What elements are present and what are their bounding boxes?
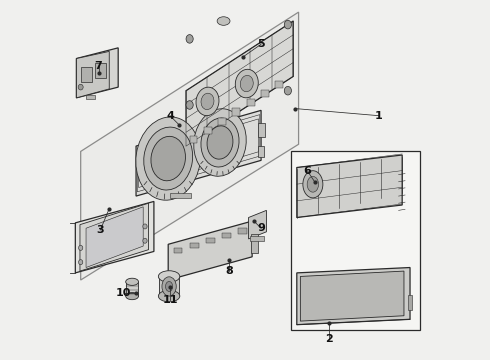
Ellipse shape <box>144 127 193 190</box>
Ellipse shape <box>284 20 292 29</box>
Ellipse shape <box>186 101 193 109</box>
Polygon shape <box>75 202 154 273</box>
Bar <box>190 136 197 143</box>
Bar <box>170 193 192 198</box>
Text: 7: 7 <box>95 61 102 71</box>
Ellipse shape <box>136 117 200 200</box>
Bar <box>95 63 106 78</box>
Ellipse shape <box>303 171 323 198</box>
Ellipse shape <box>78 246 83 250</box>
Bar <box>232 108 241 116</box>
Text: 4: 4 <box>166 111 174 121</box>
Polygon shape <box>297 267 410 325</box>
Text: 10: 10 <box>116 288 131 297</box>
Polygon shape <box>86 207 143 267</box>
Polygon shape <box>76 48 118 98</box>
Ellipse shape <box>126 293 139 300</box>
Polygon shape <box>80 203 148 271</box>
Polygon shape <box>300 271 404 321</box>
Bar <box>218 118 226 125</box>
Bar <box>250 237 264 241</box>
Ellipse shape <box>307 176 318 192</box>
Text: 9: 9 <box>257 223 265 233</box>
Bar <box>408 296 412 310</box>
Polygon shape <box>136 111 261 196</box>
Bar <box>292 152 420 330</box>
Polygon shape <box>186 21 293 146</box>
Polygon shape <box>248 210 267 239</box>
Bar <box>238 228 247 234</box>
Text: 11: 11 <box>162 295 178 305</box>
Ellipse shape <box>240 75 253 92</box>
Ellipse shape <box>158 271 180 282</box>
Ellipse shape <box>166 282 172 292</box>
Ellipse shape <box>196 87 219 116</box>
Ellipse shape <box>158 291 180 302</box>
Ellipse shape <box>186 35 193 43</box>
Text: 5: 5 <box>257 39 265 49</box>
Polygon shape <box>126 282 138 296</box>
Polygon shape <box>76 51 109 98</box>
Ellipse shape <box>235 69 258 98</box>
Polygon shape <box>168 221 252 280</box>
Text: 6: 6 <box>304 166 312 176</box>
Ellipse shape <box>143 224 147 229</box>
Ellipse shape <box>126 278 139 285</box>
Ellipse shape <box>143 238 147 243</box>
Ellipse shape <box>162 277 176 296</box>
Text: 2: 2 <box>325 334 333 344</box>
Polygon shape <box>81 12 298 280</box>
Ellipse shape <box>201 93 214 109</box>
Text: 1: 1 <box>375 111 383 121</box>
Ellipse shape <box>284 86 292 95</box>
Bar <box>173 248 182 253</box>
Bar <box>251 234 258 253</box>
Bar <box>247 99 255 106</box>
Bar <box>258 123 265 137</box>
Bar <box>206 238 215 243</box>
Text: 3: 3 <box>97 225 104 235</box>
Ellipse shape <box>78 260 83 265</box>
Bar <box>190 243 198 248</box>
Bar <box>81 67 92 82</box>
Text: 8: 8 <box>225 266 233 276</box>
Ellipse shape <box>194 109 246 176</box>
Ellipse shape <box>151 136 185 181</box>
Bar <box>275 81 283 87</box>
Bar <box>258 146 264 157</box>
Bar <box>204 127 212 134</box>
Bar <box>222 233 231 238</box>
Bar <box>86 95 95 99</box>
Ellipse shape <box>217 17 230 25</box>
Bar <box>261 90 269 97</box>
Polygon shape <box>159 276 179 296</box>
Polygon shape <box>297 155 402 217</box>
Ellipse shape <box>201 118 239 167</box>
Ellipse shape <box>207 126 233 159</box>
Ellipse shape <box>78 84 83 90</box>
